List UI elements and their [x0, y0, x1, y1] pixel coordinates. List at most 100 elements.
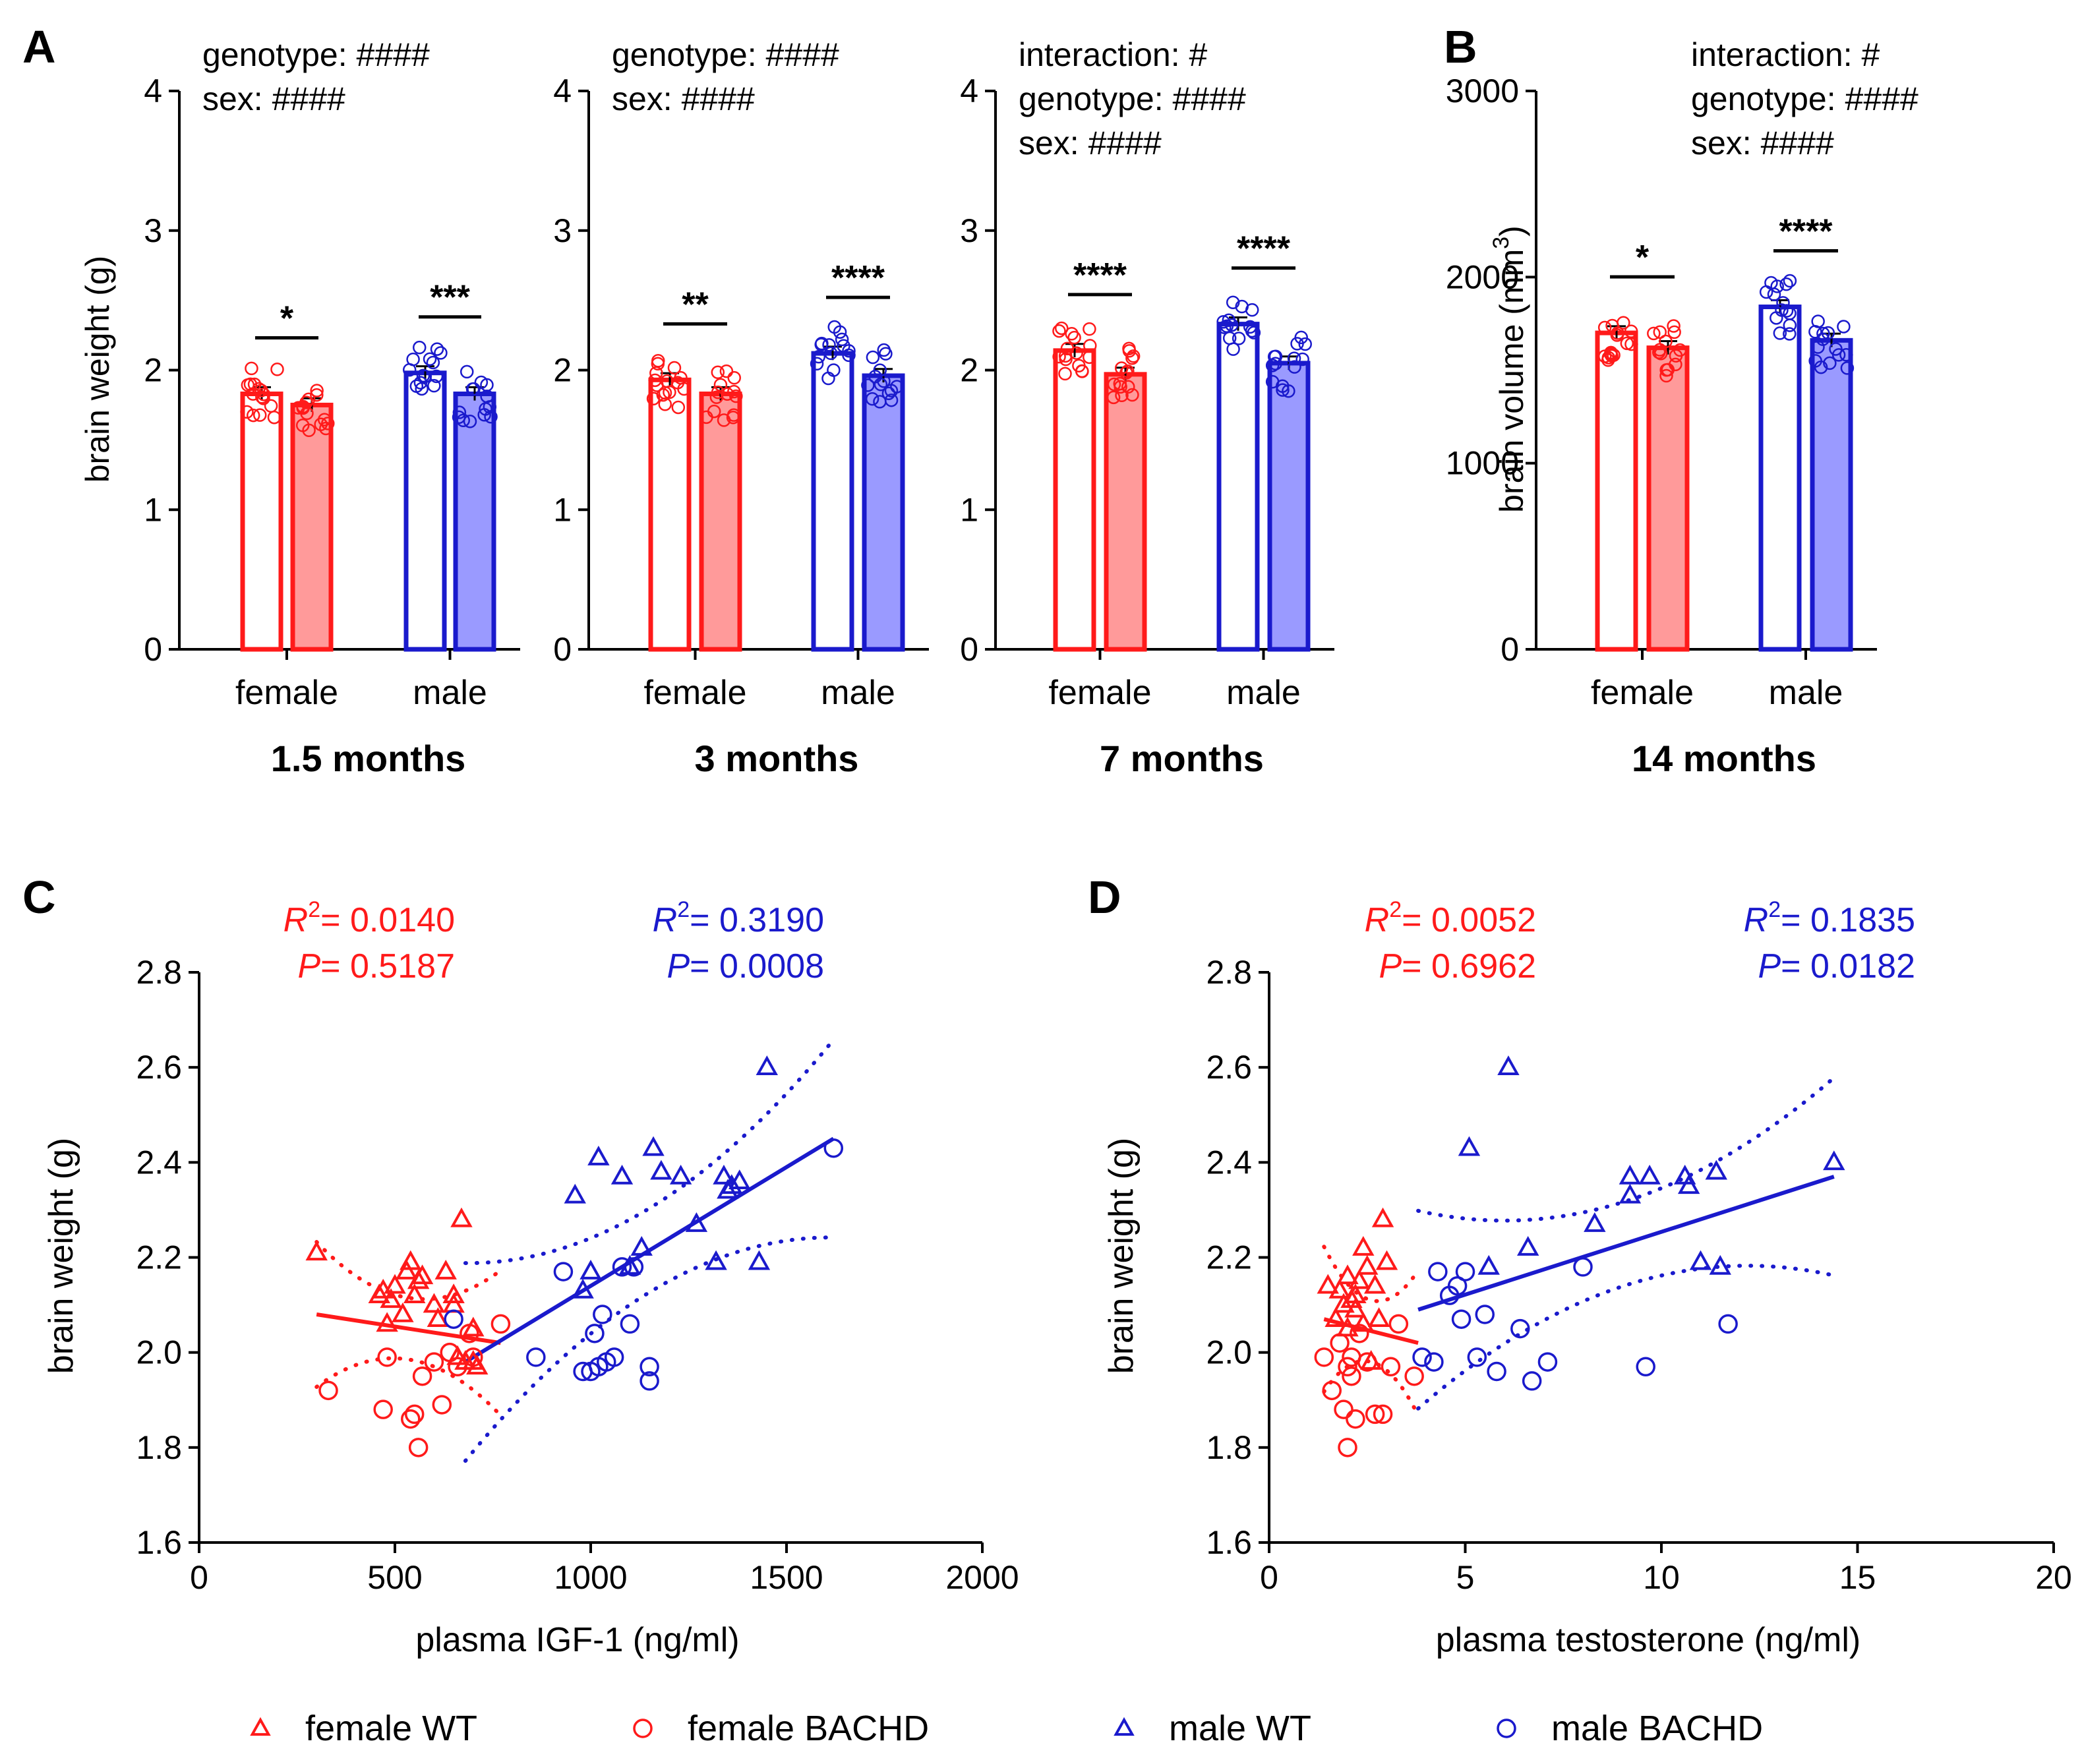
- p-value-female: P= 0.6962: [1379, 947, 1536, 985]
- data-point: [1121, 380, 1135, 394]
- y-axis-title-sup: 3: [1489, 237, 1514, 249]
- point-male-bachd: [620, 1314, 640, 1334]
- significance-stars: ****: [831, 259, 885, 297]
- data-point: [1597, 320, 1612, 335]
- data-point: [253, 408, 267, 422]
- data-point: [429, 369, 444, 384]
- y-tick-label: 4: [960, 73, 978, 109]
- point-male-bachd: [593, 1305, 612, 1324]
- legend-item: male BACHD: [1497, 1709, 1763, 1748]
- data-point: [890, 380, 904, 394]
- point-male-wt: [1497, 1055, 1520, 1075]
- x-tick-label: male: [821, 674, 895, 712]
- y-tick-label: 1: [553, 491, 572, 528]
- point-female-bachd: [1346, 1409, 1365, 1429]
- bar-female-wt: [648, 377, 692, 652]
- stat-line: sex: ####: [1691, 125, 1834, 162]
- y-tick-label: 2.8: [136, 954, 182, 991]
- data-point: [256, 392, 270, 405]
- y-tick-label: 2.2: [136, 1239, 182, 1276]
- point-male-wt: [650, 1160, 672, 1180]
- p-symbol: P: [1379, 947, 1402, 985]
- point-female-wt: [462, 1316, 485, 1337]
- point-female-bachd: [318, 1380, 338, 1401]
- data-point: [1816, 326, 1830, 341]
- p-value-male: P= 0.0008: [667, 947, 824, 985]
- y-axis-title-close: ): [1493, 225, 1530, 237]
- data-point: [727, 370, 741, 385]
- p-value: = 0.6962: [1402, 947, 1536, 985]
- point-female-wt: [1317, 1274, 1339, 1294]
- regression-line-female: [316, 1312, 501, 1345]
- x-tick-label: female: [643, 674, 746, 712]
- bar-male-bachd: [1810, 338, 1853, 652]
- point-female-wt: [1328, 1278, 1351, 1299]
- point-female-bachd: [408, 1438, 429, 1457]
- point-female-bachd: [491, 1314, 511, 1334]
- point-male-wt: [685, 1212, 708, 1232]
- r-squared-value: = 0.1835: [1781, 901, 1915, 939]
- point-male-bachd: [1455, 1262, 1475, 1281]
- y-tick-label: 1.8: [1206, 1429, 1252, 1466]
- data-point: [402, 363, 417, 377]
- legend-item: male WT: [1114, 1709, 1311, 1748]
- point-female-bachd: [377, 1347, 397, 1367]
- point-female-wt: [407, 1269, 430, 1289]
- data-point: [427, 378, 441, 393]
- data-point: [1216, 314, 1230, 329]
- point-male-wt: [1689, 1250, 1712, 1270]
- data-point: [1783, 318, 1797, 332]
- point-male-wt: [1619, 1183, 1642, 1204]
- y-tick-label: 1: [960, 491, 978, 528]
- data-point: [835, 332, 849, 347]
- legend-marker-circle-icon: [1497, 1719, 1516, 1738]
- r-symbol: R: [283, 901, 309, 939]
- r-squared-male: R2= 0.3190: [653, 897, 824, 939]
- bar-chart-2: 0 1 2 3 4 female ** male **** genotype: #### sex: …: [553, 36, 929, 779]
- point-female-bachd: [404, 1404, 425, 1425]
- legend-label: male BACHD: [1551, 1709, 1763, 1748]
- data-point: [479, 402, 492, 416]
- data-point: [1759, 285, 1773, 299]
- r-squared-female: R2= 0.0140: [283, 897, 455, 939]
- point-male-bachd: [639, 1357, 659, 1377]
- data-point: [671, 400, 686, 415]
- p-symbol: P: [297, 947, 320, 985]
- r-symbol: R: [1365, 901, 1390, 939]
- data-point: [1831, 348, 1846, 362]
- data-point: [1052, 349, 1066, 364]
- x-tick-label: male: [413, 674, 487, 712]
- panel-label-c: C: [22, 871, 56, 923]
- point-female-wt: [1352, 1312, 1375, 1332]
- y-tick-label: 2.4: [136, 1144, 182, 1181]
- data-point: [467, 382, 481, 396]
- r-symbol: R: [1744, 901, 1769, 939]
- confidence-band-upper: [314, 1240, 503, 1301]
- x-tick-label: 1000: [554, 1559, 627, 1596]
- data-point: [677, 382, 691, 396]
- point-female-bachd: [1373, 1404, 1393, 1425]
- point-male-bachd: [639, 1371, 659, 1391]
- data-point: [1770, 311, 1783, 325]
- point-male-wt: [564, 1183, 586, 1204]
- data-point: [1288, 360, 1301, 374]
- y-tick-label: 2: [960, 352, 978, 389]
- confidence-band-lower: [463, 1235, 836, 1463]
- panel-label-a: A: [22, 21, 56, 73]
- bar-chart-4: 0 1000 2000 3000 brain volume (mm3) female * ma…: [1446, 36, 1918, 779]
- bar-male-bachd: [862, 373, 905, 652]
- bar-female-bachd: [699, 391, 742, 652]
- data-point: [452, 405, 467, 419]
- point-female-wt: [305, 1241, 328, 1261]
- point-male-bachd: [1510, 1318, 1530, 1339]
- point-female-bachd: [1314, 1347, 1334, 1367]
- point-female-bachd: [432, 1395, 452, 1415]
- bar-chart-3: 0 1 2 3 4 female **** male **** interaction: # gen…: [960, 36, 1334, 779]
- data-point: [1667, 325, 1681, 339]
- r-squared-value: = 0.3190: [690, 901, 824, 939]
- data-point: [1821, 326, 1835, 340]
- y-tick-label: 1.6: [136, 1524, 182, 1561]
- point-male-wt: [669, 1164, 692, 1185]
- bar-male-bachd: [1267, 361, 1311, 652]
- data-point: [460, 365, 474, 379]
